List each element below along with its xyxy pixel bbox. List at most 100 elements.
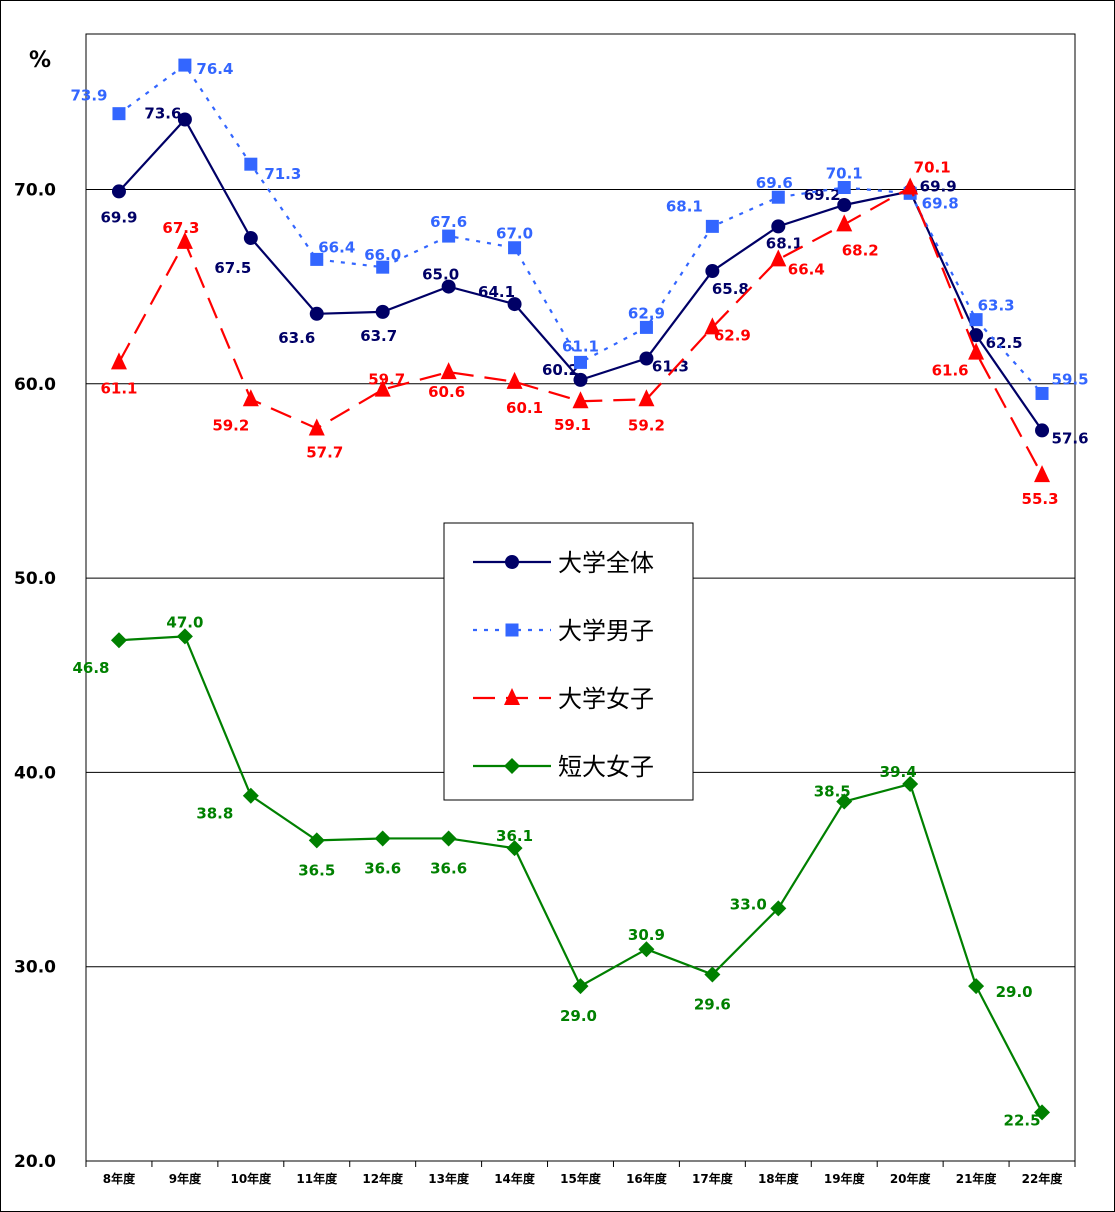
- data-label: 29.6: [694, 995, 731, 1013]
- data-point: [176, 628, 193, 645]
- data-point: [1035, 423, 1050, 438]
- x-tick-label: 20年度: [890, 1171, 932, 1186]
- data-point: [111, 184, 126, 199]
- data-point: [178, 58, 192, 72]
- x-tick-label: 18年度: [758, 1171, 800, 1186]
- data-label: 29.0: [560, 1007, 597, 1025]
- data-label: 63.7: [360, 327, 397, 345]
- data-point: [704, 966, 721, 983]
- data-label: 46.8: [72, 659, 109, 677]
- data-label: 55.3: [1022, 490, 1059, 508]
- data-label: 73.6: [144, 104, 181, 122]
- x-tick-label: 12年度: [362, 1171, 404, 1186]
- data-label: 47.0: [166, 613, 203, 631]
- data-label: 70.1: [826, 165, 863, 183]
- data-point: [508, 241, 522, 255]
- data-point: [573, 372, 588, 387]
- data-label: 67.0: [496, 225, 533, 243]
- data-point: [638, 389, 655, 407]
- y-tick-label: 30.0: [14, 958, 56, 978]
- data-point: [506, 371, 523, 389]
- data-point: [112, 107, 126, 121]
- data-point: [441, 279, 456, 294]
- data-label: 66.4: [318, 238, 355, 256]
- legend-marker: [505, 555, 519, 569]
- data-label: 59.2: [212, 416, 249, 434]
- data-label: 61.1: [100, 379, 137, 397]
- y-tick-label: 70.0: [14, 180, 56, 200]
- data-label: 60.6: [428, 383, 465, 401]
- data-point: [110, 632, 127, 649]
- data-point: [242, 787, 259, 804]
- series-4: 46.8 47.0 38.8 36.5 36.6 36.6 36.1 29.0 30.9 29.6…: [72, 613, 1051, 1129]
- data-label: 68.1: [766, 234, 803, 252]
- data-label: 71.3: [264, 165, 301, 183]
- data-label: 69.8: [922, 194, 959, 212]
- x-tick-label: 9年度: [169, 1171, 202, 1186]
- data-label: 60.2: [542, 361, 579, 379]
- data-point: [572, 978, 589, 995]
- data-label: 70.1: [914, 159, 951, 177]
- data-point: [705, 219, 719, 233]
- data-point: [969, 328, 984, 343]
- data-label: 59.2: [628, 416, 665, 434]
- data-point: [310, 252, 324, 266]
- data-label: 69.2: [804, 186, 841, 204]
- data-label: 62.5: [986, 334, 1023, 352]
- data-label: 61.1: [562, 337, 599, 355]
- data-point: [506, 840, 523, 857]
- data-point: [308, 832, 325, 849]
- x-tick-label: 15年度: [560, 1171, 602, 1186]
- data-point: [704, 317, 721, 335]
- data-label: 22.5: [1004, 1111, 1041, 1129]
- y-tick-label: 60.0: [14, 375, 56, 395]
- data-point: [969, 313, 983, 327]
- data-point: [374, 379, 391, 397]
- y-tick-label: 40.0: [14, 763, 56, 783]
- data-label: 39.4: [880, 763, 917, 781]
- data-point: [837, 197, 852, 212]
- data-label: 36.6: [430, 859, 467, 877]
- data-label: 59.5: [1052, 370, 1089, 388]
- data-point: [374, 830, 391, 847]
- y-tick-label: 50.0: [14, 569, 56, 589]
- data-label: 57.6: [1052, 429, 1089, 447]
- data-point: [837, 181, 851, 195]
- data-point: [177, 112, 192, 127]
- data-label: 69.6: [756, 174, 793, 192]
- data-label: 29.0: [996, 983, 1033, 1001]
- data-label: 30.9: [628, 926, 665, 944]
- data-label: 36.1: [496, 827, 533, 845]
- data-point: [376, 260, 390, 274]
- data-label: 66.4: [788, 260, 825, 278]
- data-label: 59.1: [554, 416, 591, 434]
- data-label: 76.4: [196, 60, 233, 78]
- data-point: [770, 249, 787, 267]
- data-label: 67.3: [162, 219, 199, 237]
- x-tick-label: 14年度: [494, 1171, 536, 1186]
- data-label: 62.9: [628, 304, 665, 322]
- x-tick-label: 10年度: [230, 1171, 272, 1186]
- data-label: 64.1: [478, 283, 515, 301]
- data-point: [771, 219, 786, 234]
- x-tick-label: 8年度: [103, 1171, 136, 1186]
- data-point: [902, 177, 919, 195]
- data-label: 33.0: [730, 895, 767, 913]
- x-tick-label: 19年度: [824, 1171, 866, 1186]
- data-label: 67.6: [430, 213, 467, 231]
- data-label: 65.0: [422, 266, 459, 284]
- data-label: 73.9: [70, 87, 107, 105]
- data-point: [836, 214, 853, 232]
- legend-label: 短大女子: [558, 753, 654, 781]
- x-tick-label: 22年度: [1022, 1171, 1064, 1186]
- data-label: 66.0: [364, 246, 401, 264]
- x-tick-label: 11年度: [296, 1171, 338, 1186]
- data-label: 59.7: [368, 371, 405, 389]
- data-label: 69.9: [100, 208, 137, 226]
- data-point: [110, 352, 127, 370]
- legend-box: [443, 522, 694, 801]
- data-label: 68.1: [666, 197, 703, 215]
- data-point: [1034, 465, 1051, 483]
